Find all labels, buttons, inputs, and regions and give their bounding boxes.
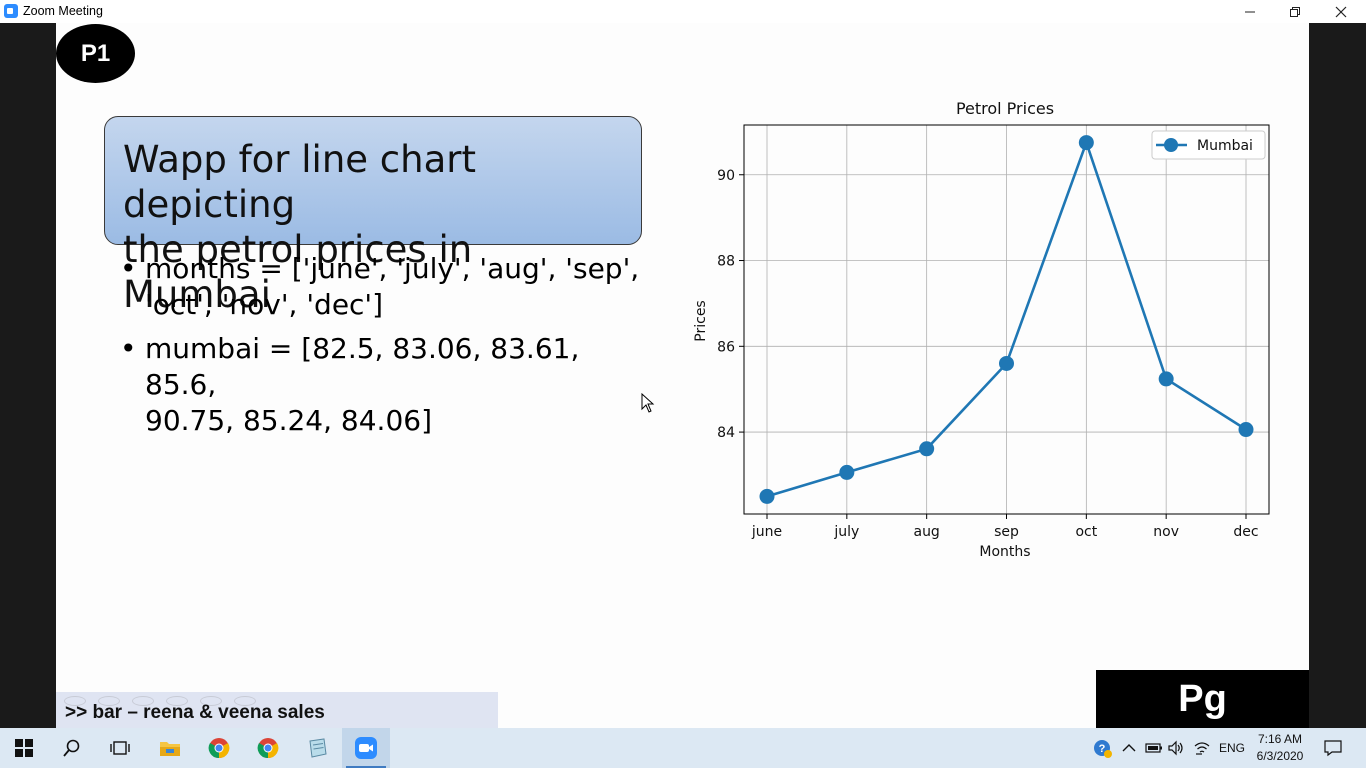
chevron-up-icon[interactable] [1122, 743, 1136, 753]
windows-taskbar: ? ENG 7:16 AM 6/3/2020 [0, 728, 1366, 768]
data-point [759, 488, 775, 504]
bottom-caption: >> bar – reena & veena sales [65, 702, 325, 723]
left-letterbox [0, 23, 56, 728]
search-button[interactable] [48, 728, 96, 768]
bullet-mumbai-line-2: 90.75, 85.24, 84.06] [145, 404, 432, 437]
bullet-list: months = ['june', 'july', 'aug', 'sep', … [120, 251, 640, 447]
p1-badge: P1 [56, 24, 135, 83]
chrome-icon [208, 738, 230, 759]
bullet-months-line-2: 'oct', 'nov', 'dec'] [145, 288, 384, 321]
x-tick-label: dec [1233, 524, 1258, 540]
chrome-icon [257, 738, 279, 759]
x-tick-label: aug [913, 524, 939, 540]
slide-title-line-1: Wapp for line chart depicting [123, 138, 476, 226]
chart-title: Petrol Prices [956, 99, 1054, 118]
data-point [1158, 371, 1174, 387]
petrol-prices-chart: Petrol Prices june july aug sep oct nov dec 84 8… [693, 99, 1270, 560]
x-tick-label: june [751, 524, 782, 540]
search-icon [63, 739, 80, 757]
zoom-icon [355, 737, 377, 759]
chrome-button-2[interactable] [244, 728, 292, 768]
shared-slide: P1 Wapp for line chart depicting the pet… [56, 23, 1309, 728]
clock-date: 6/3/2020 [1256, 749, 1304, 763]
data-point [1238, 422, 1254, 438]
restore-icon [1290, 6, 1300, 17]
input-language[interactable]: ENG [1219, 741, 1246, 755]
chart-legend: Mumbai [1151, 130, 1266, 160]
bottom-caption-bar: >> bar – reena & veena sales [56, 692, 498, 728]
x-tick-label: sep [994, 524, 1019, 540]
bullet-mumbai-line-1: mumbai = [82.5, 83.06, 83.61, 85.6, [145, 332, 580, 401]
restore-button[interactable] [1272, 0, 1318, 23]
ghost-toolbar [64, 696, 256, 706]
x-tick-label: july [833, 524, 859, 540]
bullet-months: months = ['june', 'july', 'aug', 'sep', … [120, 251, 640, 323]
window-title: Zoom Meeting [23, 4, 103, 18]
slide-title-box: Wapp for line chart depicting the petrol… [104, 116, 642, 316]
y-axis-label: Prices [693, 300, 709, 341]
y-tick-label: 88 [717, 254, 735, 270]
y-tick-label: 90 [717, 168, 735, 184]
close-button[interactable] [1318, 0, 1364, 23]
legend-marker-icon [1164, 138, 1178, 152]
zoom-taskbar-button[interactable] [342, 728, 390, 768]
clock-time: 7:16 AM [1257, 732, 1303, 746]
y-tick-label: 84 [717, 425, 735, 441]
x-axis-label: Months [979, 544, 1030, 560]
data-point [839, 464, 855, 480]
task-view-icon [110, 741, 130, 755]
bullet-mumbai: mumbai = [82.5, 83.06, 83.61, 85.6, 90.7… [120, 331, 640, 439]
help-tray-icon[interactable]: ? [1093, 739, 1113, 759]
right-letterbox [1309, 23, 1366, 728]
battery-icon[interactable] [1145, 742, 1163, 754]
mouse-cursor-icon [641, 393, 655, 413]
bullet-months-line-1: months = ['june', 'july', 'aug', 'sep', [145, 252, 640, 285]
close-icon [1335, 6, 1347, 17]
x-tick-label: nov [1153, 524, 1179, 540]
file-explorer-button[interactable] [146, 728, 194, 768]
data-point [999, 355, 1014, 371]
data-point [919, 441, 935, 457]
minimize-button[interactable] [1227, 0, 1273, 23]
file-explorer-icon [160, 742, 180, 756]
page-label: Pg [1096, 670, 1309, 728]
notepad-icon [309, 738, 327, 758]
wifi-icon[interactable] [1193, 740, 1211, 756]
y-tick-label: 86 [717, 339, 735, 355]
data-point [1078, 135, 1094, 151]
notepad-button[interactable] [293, 728, 341, 768]
chrome-button-1[interactable] [195, 728, 243, 768]
task-view-button[interactable] [96, 728, 144, 768]
zoom-title-bar: Zoom Meeting [0, 0, 1366, 23]
legend-label: Mumbai [1197, 138, 1253, 154]
zoom-app-icon [4, 4, 18, 18]
system-clock[interactable]: 7:16 AM 6/3/2020 [1252, 731, 1308, 765]
start-icon [15, 739, 33, 757]
volume-icon[interactable] [1167, 740, 1185, 756]
notifications-icon[interactable] [1324, 739, 1342, 757]
svg-text:?: ? [1099, 743, 1106, 755]
x-tick-label: oct [1075, 524, 1097, 540]
start-button[interactable] [0, 728, 48, 768]
minimize-icon [1245, 11, 1255, 12]
